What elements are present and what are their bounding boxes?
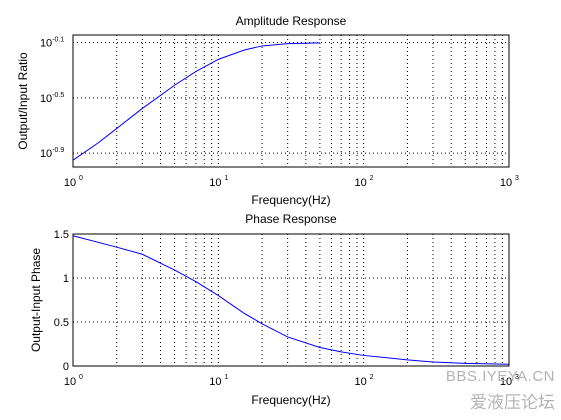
phase-ylabel: Output-Input Phase <box>29 248 43 352</box>
phase-xlabel: Frequency(Hz) <box>251 393 330 407</box>
amplitude-xtick-exponent: 3 <box>515 175 519 182</box>
phase-ytick-label: 0 <box>63 361 69 373</box>
amplitude-ytick-exponent: -0.1 <box>52 37 64 44</box>
amplitude-ylabel: Output/Input Ratio <box>16 52 30 150</box>
phase-xtick-label: 10 <box>209 376 221 388</box>
amplitude-plot-area <box>72 34 510 168</box>
phase-ytick-label: 1 <box>63 273 69 285</box>
amplitude-xlabel: Frequency(Hz) <box>251 193 330 207</box>
phase-ytick-label: 1.5 <box>54 229 69 241</box>
amplitude-ytick-exponent: -0.9 <box>52 147 64 154</box>
amplitude-xtick-exponent: 1 <box>224 175 228 182</box>
watermark-url: BBS.IYEYA.CN <box>445 368 555 385</box>
watermark-site-name: 爱液压论坛 <box>470 393 555 413</box>
amplitude-ytick-label: 10 <box>40 93 52 105</box>
phase-xtick-label: 10 <box>64 376 76 388</box>
amplitude-ytick-label: 10 <box>40 148 52 160</box>
amplitude-ytick-exponent: -0.5 <box>52 92 64 99</box>
amplitude-xtick-label: 10 <box>64 177 76 189</box>
phase-series-line <box>72 235 510 365</box>
phase-grid <box>73 234 509 366</box>
amplitude-xtick-exponent: 0 <box>79 175 83 182</box>
amplitude-series-line <box>72 42 320 161</box>
amplitude-axes: 10 -0.910 -0.510 -0.110 0 10 1 10 2 10 3 Amplitude… <box>16 14 519 207</box>
amplitude-ytick-label: 10 <box>40 38 52 50</box>
phase-xtick-exponent: 2 <box>370 374 374 381</box>
phase-title: Phase Response <box>245 212 337 226</box>
amplitude-xtick-label: 10 <box>355 177 367 189</box>
phase-xtick-exponent: 3 <box>515 374 519 381</box>
amplitude-grid <box>73 35 509 167</box>
amplitude-tick-labels: 10 -0.910 -0.510 -0.110 0 10 1 10 2 10 3 <box>40 37 519 189</box>
phase-xtick-exponent: 1 <box>224 374 228 381</box>
amplitude-xtick-label: 10 <box>209 177 221 189</box>
phase-xtick-label: 10 <box>355 376 367 388</box>
phase-axes: 00.511.510 0 10 1 10 2 10 3 Phase Response Freq… <box>29 212 519 407</box>
phase-tick-labels: 00.511.510 0 10 1 10 2 10 3 <box>54 229 519 388</box>
amplitude-xtick-label: 10 <box>500 177 512 189</box>
phase-xtick-label: 10 <box>500 376 512 388</box>
amplitude-title: Amplitude Response <box>236 14 347 28</box>
phase-xtick-exponent: 0 <box>79 374 83 381</box>
phase-ytick-label: 0.5 <box>54 317 69 329</box>
phase-plot-area <box>72 233 510 367</box>
amplitude-xtick-exponent: 2 <box>370 175 374 182</box>
